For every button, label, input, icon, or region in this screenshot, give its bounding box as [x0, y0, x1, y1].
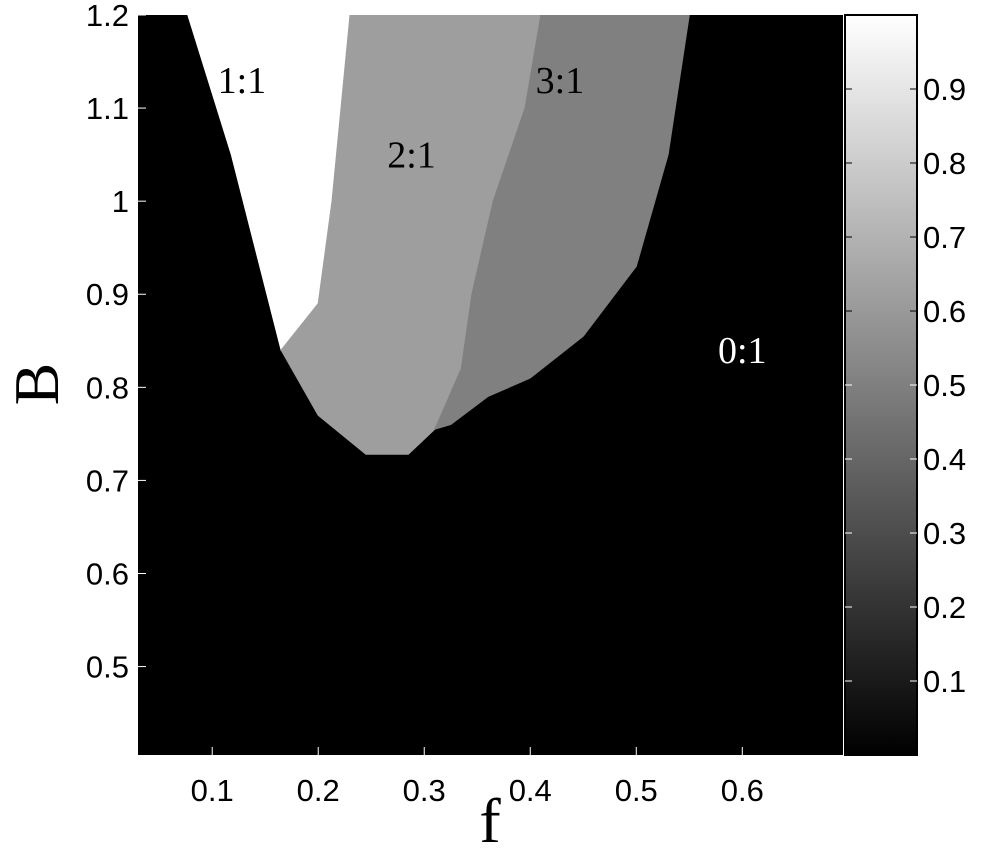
- x-tick-label: 0.4: [509, 773, 552, 808]
- region-labels: 1:1 2:1 3:1 0:1: [218, 60, 767, 372]
- colorbar-tick-label: 0.1: [923, 664, 966, 699]
- y-tick-label: 0.5: [86, 650, 129, 685]
- colorbar-gradient: [844, 14, 918, 756]
- region-label-1-1: 1:1: [218, 60, 267, 102]
- y-tick-label: 1.2: [86, 0, 129, 33]
- colorbar-ticks: 0.9 0.8 0.7 0.6 0.5 0.4 0.3 0.2 0.1: [845, 72, 966, 699]
- x-tick-label: 0.1: [191, 773, 234, 808]
- colorbar-tick-label: 0.7: [923, 220, 966, 255]
- colorbar-tick-label: 0.8: [923, 146, 966, 181]
- x-tick-label: 0.5: [615, 773, 658, 808]
- y-tick-label: 0.8: [86, 370, 129, 405]
- region-label-3-1: 3:1: [536, 60, 585, 102]
- region-label-0-1: 0:1: [718, 330, 767, 372]
- y-tick-label: 1.1: [86, 91, 129, 126]
- plot-area: 1:1 2:1 3:1 0:1: [138, 15, 843, 755]
- y-tick-label: 0.7: [86, 463, 129, 498]
- colorbar-tick-label: 0.5: [923, 368, 966, 403]
- x-tick-label: 0.2: [297, 773, 340, 808]
- x-tick-label: 0.3: [403, 773, 446, 808]
- region-label-2-1: 2:1: [387, 135, 436, 177]
- y-axis-ticks: 1.2 1.1 1 0.9 0.8 0.7 0.6 0.5: [86, 0, 146, 685]
- colorbar-tick-label: 0.6: [923, 294, 966, 329]
- y-tick-label: 0.9: [86, 277, 129, 312]
- heatmap-regions: [187, 15, 690, 455]
- y-tick-label: 0.6: [86, 556, 129, 591]
- x-axis-ticks: 0.1 0.2 0.3 0.4 0.5 0.6: [191, 747, 764, 808]
- colorbar-tick-label: 0.9: [923, 72, 966, 107]
- colorbar-tick-label: 0.2: [923, 590, 966, 625]
- y-axis-label: B: [1, 363, 72, 406]
- y-tick-label: 1: [112, 184, 129, 219]
- region-3-1: [433, 15, 690, 430]
- x-axis-label: f: [479, 785, 501, 850]
- colorbar: 0.9 0.8 0.7 0.6 0.5 0.4 0.3 0.2 0.1: [844, 14, 966, 756]
- colorbar-tick-label: 0.4: [923, 442, 966, 477]
- x-tick-label: 0.6: [721, 773, 764, 808]
- colorbar-tick-label: 0.3: [923, 516, 966, 551]
